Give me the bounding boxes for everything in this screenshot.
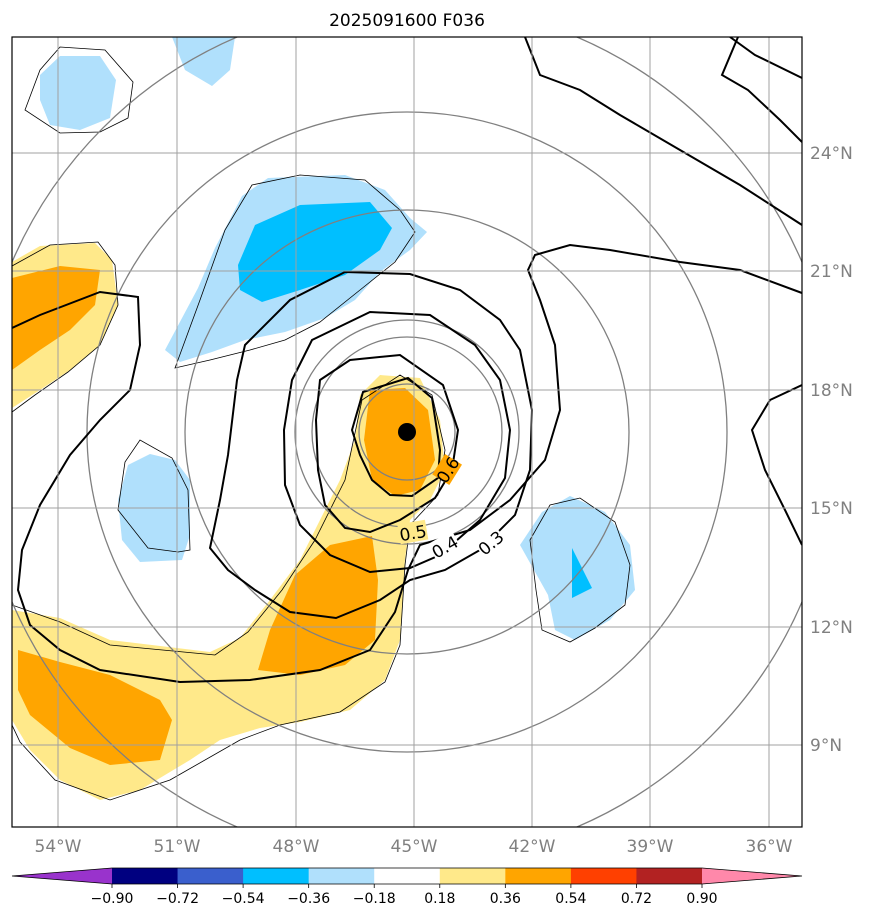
y-tick-label-18n: 18°N (810, 381, 853, 401)
y-tick-label-15n: 15°N (810, 499, 853, 519)
colorbar-segment (570, 868, 637, 884)
y-tick-label-9n: 9°N (810, 736, 842, 756)
colorbar-extend-low (12, 868, 112, 884)
colorbar-tick-label: −0.36 (287, 891, 330, 907)
outline-main (174, 174, 416, 369)
storm-center-marker (398, 423, 416, 441)
x-tick-label-45w: 45°W (391, 837, 438, 857)
colorbar-segment (177, 868, 244, 884)
colorbar-segment (439, 868, 506, 884)
colorbar-tick-label: −0.54 (222, 891, 265, 907)
outline-nw (24, 46, 134, 134)
fill-orange-west (12, 266, 100, 370)
colorbar-segment (505, 868, 572, 884)
fill-blue-light-nw (40, 56, 116, 130)
contour-labels: 0.6 0.5 0.4 0.3 (397, 454, 508, 563)
colorbar-tick-label: 0.36 (490, 891, 521, 907)
chart-title: 2025091600 F036 (329, 11, 485, 31)
outline-west-blue (117, 439, 191, 553)
colorbar-segment (374, 868, 441, 884)
fill-blue-mid-main (238, 202, 392, 302)
map-plot-area: 0.6 0.5 0.4 0.3 (12, 37, 802, 827)
colorbar-tick-label: 0.90 (686, 891, 717, 907)
map-frame (11, 36, 803, 828)
colorbar-segment (636, 868, 703, 884)
outline-west-yellow (12, 241, 119, 413)
y-tick-label-21n: 21°N (810, 262, 853, 282)
range-rings (12, 37, 802, 827)
x-tick-label-54w: 54°W (35, 837, 82, 857)
colorbar-segment (308, 868, 375, 884)
fill-blue-mid-east (572, 548, 592, 598)
outline-yellow-band (12, 374, 446, 801)
contour-0.5 (314, 353, 460, 534)
contour-label-0.5: 0.5 (397, 519, 429, 546)
x-tick-label-42w: 42°W (509, 837, 556, 857)
x-tick-label-51w: 51°W (154, 837, 201, 857)
range-ring-7 (86, 111, 728, 753)
fill-orange-south (258, 536, 378, 675)
fill-outlines (12, 46, 631, 801)
outline-east-blue (529, 497, 631, 643)
fill-orange-southwest (18, 650, 172, 765)
x-tick-label-48w: 48°W (273, 837, 320, 857)
colorbar-tick-label: −0.18 (353, 891, 396, 907)
x-tick-labels: 54°W 51°W 48°W 45°W 42°W 39°W 36°W (35, 837, 793, 857)
colorbar-tick-label: 0.72 (621, 891, 652, 907)
colorbar-segment (112, 868, 179, 884)
colorbar-tick-label: −0.90 (91, 891, 134, 907)
svg-text:0.5: 0.5 (398, 522, 428, 546)
colorbar-tick-label: −0.72 (156, 891, 199, 907)
range-ring-5 (184, 209, 630, 655)
contour-0.4 (282, 310, 512, 574)
y-tick-label-24n: 24°N (810, 144, 853, 164)
contour-nne-2 (729, 37, 802, 79)
contour-0.3 (208, 270, 534, 620)
fill-blue-light-n (172, 37, 235, 86)
x-tick-label-39w: 39°W (627, 837, 674, 857)
contour-0.6 (350, 376, 442, 498)
colorbar-tick-label: 0.54 (555, 891, 586, 907)
y-tick-label-12n: 12°N (810, 618, 853, 638)
contour-nne-1 (524, 37, 802, 226)
y-tick-labels: 24°N 21°N 18°N 15°N 12°N 9°N (810, 144, 853, 756)
colorbar: −0.90 −0.72 −0.54 −0.36 −0.18 0.18 0.36 0.54 0.7… (11, 867, 803, 907)
x-tick-label-36w: 36°W (746, 837, 793, 857)
colorbar-segment (243, 868, 310, 884)
contour-e (750, 384, 802, 546)
fill-orange-center (364, 388, 435, 496)
colorbar-tick-label: 0.18 (424, 891, 455, 907)
range-ring-3 (294, 319, 520, 545)
range-ring-1 (358, 383, 456, 481)
contour-ne (720, 37, 802, 143)
colorbar-extend-high (702, 868, 802, 884)
